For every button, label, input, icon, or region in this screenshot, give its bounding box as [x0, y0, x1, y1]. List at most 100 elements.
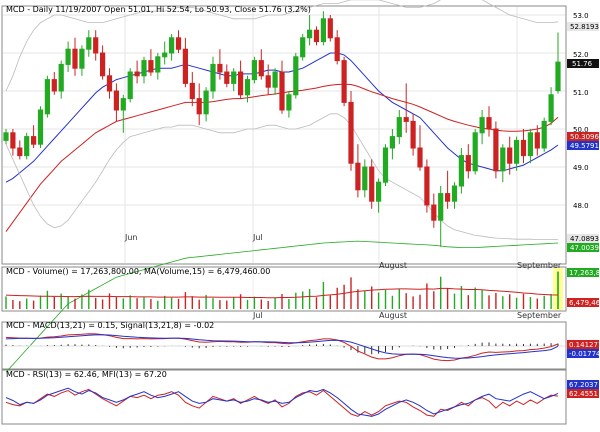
- candle-body: [313, 29, 320, 43]
- candle-body: [341, 60, 347, 103]
- candle-body: [355, 162, 361, 191]
- x-label-august-vol: August: [379, 311, 407, 320]
- candle-body: [37, 109, 44, 145]
- signal-tag-bg: [567, 349, 599, 358]
- candle-body: [520, 139, 527, 157]
- volume-ma-tag-bg: [567, 298, 599, 307]
- candle-body: [486, 117, 492, 130]
- candle-body: [169, 37, 175, 54]
- rsi-line-mfi: [5, 387, 559, 417]
- candle-body: [210, 63, 216, 92]
- candle-body: [417, 147, 423, 168]
- ma20b-tag-bg: [567, 141, 599, 150]
- candle-body: [369, 166, 375, 202]
- mfi-tag: 67.2037: [569, 381, 598, 389]
- candle-body: [527, 132, 533, 157]
- candlesticks: [3, 11, 561, 247]
- candle-body: [86, 37, 92, 50]
- candle-body: [541, 120, 547, 149]
- candle-body: [175, 37, 182, 50]
- candle-body: [258, 60, 264, 77]
- candle-body: [382, 147, 389, 183]
- candle-body: [327, 18, 333, 39]
- close-tag: 51.76: [572, 60, 593, 68]
- x-label-jul-vol: Jul: [252, 311, 263, 320]
- line-lower: [5, 113, 558, 241]
- candle-body: [44, 79, 50, 115]
- candle-body: [272, 71, 278, 88]
- candle-body: [472, 132, 478, 172]
- candle-body: [251, 60, 258, 81]
- candle-body: [507, 147, 513, 164]
- candle-body: [17, 147, 23, 157]
- candle-body: [307, 29, 313, 39]
- upper-band-tag-bg: [567, 22, 599, 31]
- x-label-jul: Jul: [252, 233, 263, 242]
- candle-body: [389, 136, 395, 149]
- candle-body: [231, 71, 237, 84]
- candle-body: [10, 132, 16, 149]
- candle-body: [300, 37, 306, 58]
- candle-body: [155, 56, 161, 73]
- volume-ma-line: [5, 287, 559, 299]
- candle-body: [396, 117, 402, 138]
- candle-body: [410, 120, 416, 149]
- candle-body: [141, 60, 147, 77]
- candle-body: [431, 204, 437, 221]
- ma50-tag: 47.0039: [570, 244, 599, 252]
- volume-tag: 17,263,80: [569, 269, 600, 277]
- candle-body: [424, 166, 430, 206]
- line-vol_ma: [5, 240, 559, 373]
- macd-lines: [3, 333, 565, 362]
- candle-body: [548, 94, 554, 122]
- candle-body: [458, 155, 464, 187]
- macd-line-signal: [5, 334, 559, 359]
- candle-body: [500, 147, 506, 172]
- candle-body: [334, 37, 340, 62]
- candle-body: [189, 82, 195, 100]
- candle-body: [244, 79, 251, 96]
- candle-body: [279, 71, 285, 111]
- candle-body: [224, 71, 230, 84]
- candle-body: [514, 139, 520, 164]
- ma50-tag-bg: [567, 243, 599, 252]
- candle-body: [65, 48, 71, 65]
- y-tick-49: 49.0: [573, 164, 589, 172]
- candle-body: [451, 185, 458, 202]
- rsi-line-rsi: [5, 388, 559, 417]
- lower-band-tag-bg: [567, 234, 599, 243]
- candle-body: [182, 48, 189, 84]
- rsi-title: MCD - RSI(13) = 62.46, MFI(13) = 67.20: [6, 370, 167, 379]
- macd-tag: 0.141271: [569, 341, 600, 349]
- volume-bars: [5, 268, 563, 310]
- macd-tag-bg: [567, 340, 599, 349]
- candle-body: [438, 193, 444, 221]
- line-upper: [5, 0, 559, 92]
- candle-body: [58, 63, 64, 92]
- price-title: MCD - Daily 11/19/2007 Open 51.01, Hi 52…: [6, 5, 311, 14]
- ma20b-tag: 49.5791: [570, 142, 599, 150]
- candle-body: [465, 155, 471, 172]
- ma20-tag-bg: [567, 132, 599, 141]
- x-label-jun: Jun: [124, 233, 138, 242]
- candle-body: [217, 63, 223, 73]
- y-tick-52: 52.0: [573, 51, 589, 59]
- candle-body: [286, 94, 292, 111]
- candle-body: [93, 37, 99, 54]
- candle-body: [376, 181, 382, 202]
- close-tag-bg: [567, 59, 599, 68]
- rsi-tag: 62.4551: [569, 390, 598, 398]
- candle-body: [493, 128, 499, 172]
- x-label-august: August: [379, 261, 407, 270]
- ma20-tag: 50.3096: [570, 133, 599, 141]
- candle-body: [100, 52, 106, 77]
- candle-body: [113, 90, 120, 111]
- candle-body: [555, 61, 561, 92]
- signal-tag: -0.017749: [569, 350, 600, 358]
- y-tick-51: 51.0: [573, 89, 589, 97]
- volume-ma-tag: 6,479,460: [569, 299, 600, 307]
- price-axis-ticks: 53.0 52.0 51.0 50.0 49.0 48.0: [573, 12, 589, 210]
- gridlines: [3, 7, 565, 310]
- candle-body: [445, 193, 451, 202]
